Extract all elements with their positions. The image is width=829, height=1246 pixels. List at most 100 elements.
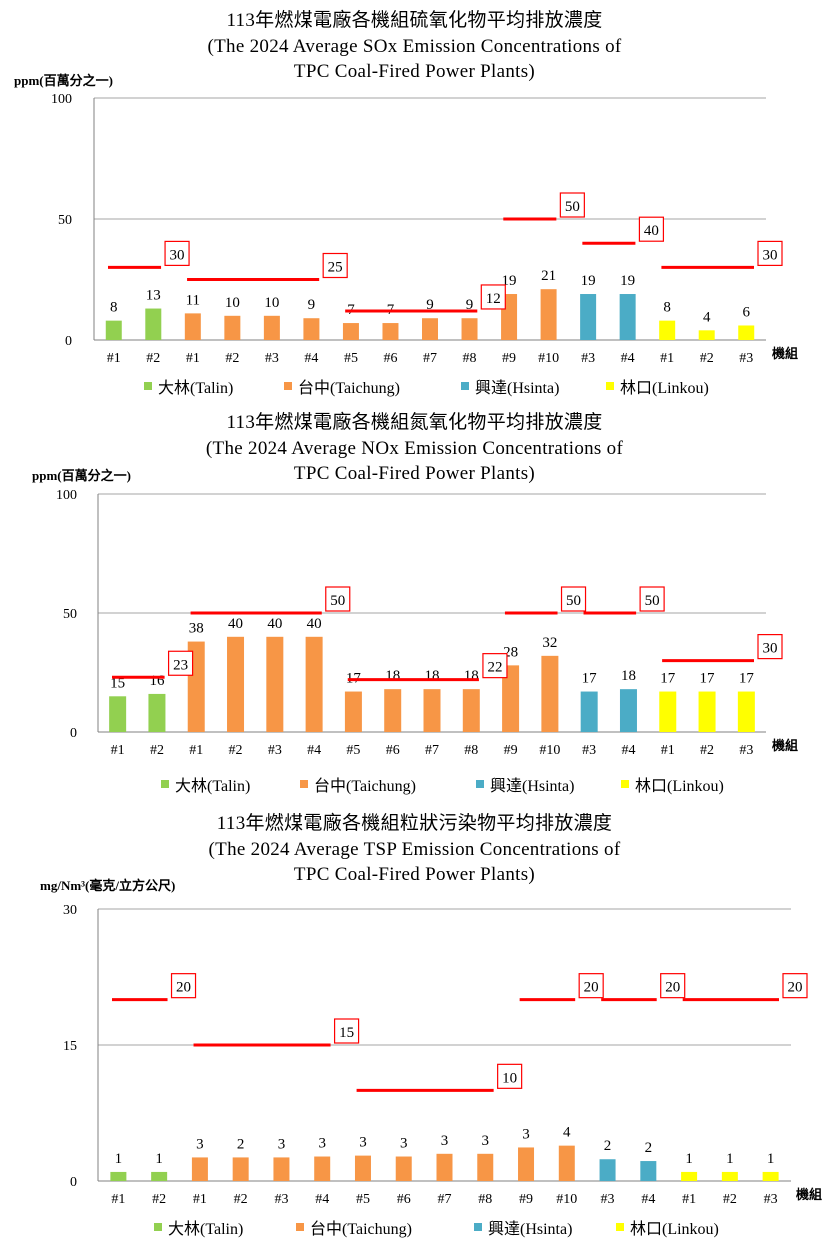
data-label: 2 (604, 1138, 612, 1154)
limit-label: 40 (644, 223, 659, 239)
legend-item-taichung: 台中(Taichung) (284, 374, 400, 398)
x-tick-label: #5 (356, 1192, 370, 1207)
bar (659, 691, 677, 732)
chart-title-line: (The 2024 Average SOx Emission Concentra… (207, 35, 622, 57)
limit-label: 50 (565, 199, 580, 215)
data-label: 9 (308, 297, 316, 313)
y-tick-label: 15 (63, 1039, 77, 1054)
data-label: 17 (739, 671, 755, 687)
y-tick-label: 100 (51, 92, 72, 107)
bar (518, 1147, 535, 1181)
bar (599, 1159, 616, 1181)
x-tick-label: #9 (502, 351, 516, 366)
bar (698, 691, 716, 732)
x-axis-title: 機組 (772, 346, 798, 361)
bar (580, 691, 598, 732)
data-label: 3 (522, 1126, 530, 1142)
y-tick-label: 0 (70, 1175, 77, 1190)
data-label: 17 (582, 671, 598, 687)
limit-label-box (497, 1063, 523, 1089)
legend-label: 林口(Linkou) (630, 1221, 719, 1238)
bar (423, 689, 441, 732)
legend-label: 興達(Hsinta) (488, 1221, 573, 1238)
x-tick-label: #3 (764, 1192, 778, 1207)
data-label: 19 (581, 273, 596, 289)
data-label: 21 (541, 268, 556, 284)
limit-label: 22 (487, 660, 502, 676)
legend-label: 台中(Taichung) (310, 1221, 412, 1238)
y-tick-label: 0 (70, 726, 77, 741)
data-label: 32 (542, 635, 557, 651)
x-tick-label: #10 (538, 351, 559, 366)
bar (477, 1153, 494, 1181)
x-tick-label: #8 (463, 351, 477, 366)
bar (659, 320, 676, 340)
x-tick-label: #4 (621, 351, 635, 366)
bar (580, 294, 597, 340)
limit-label: 30 (763, 247, 778, 263)
legend-swatch (284, 382, 292, 390)
data-label: 1 (726, 1151, 734, 1167)
data-label: 40 (228, 616, 243, 632)
bar (681, 1171, 698, 1181)
limit-label: 12 (486, 291, 501, 307)
x-tick-label: #4 (307, 743, 321, 758)
chart-title-line: 113年燃煤電廠各機組硫氧化物平均排放濃度 (226, 10, 603, 31)
x-tick-label: #4 (641, 1192, 655, 1207)
limit-label: 50 (566, 593, 581, 609)
legend-swatch (296, 1223, 304, 1231)
x-tick-label: #3 (268, 743, 282, 758)
limit-label-box (560, 586, 587, 612)
legend-swatch (621, 780, 629, 788)
data-label: 8 (110, 300, 118, 316)
x-tick-label: #2 (700, 351, 714, 366)
limit-label-box (480, 284, 506, 310)
bar (110, 1171, 127, 1181)
x-tick-label: #8 (478, 1192, 492, 1207)
legend-label: 興達(Hsinta) (490, 778, 575, 795)
bar (344, 691, 362, 732)
data-label: 40 (267, 616, 282, 632)
legend-label: 林口(Linkou) (635, 778, 724, 795)
limit-label: 20 (788, 980, 803, 996)
data-label: 6 (742, 304, 750, 320)
legend-swatch (476, 780, 484, 788)
bar (436, 1153, 453, 1181)
x-tick-label: #3 (581, 351, 595, 366)
data-label: 18 (425, 668, 440, 684)
chart-title-line: TPC Coal-Fired Power Plants) (293, 61, 536, 82)
chart-title: 113年燃煤電廠各機組硫氧化物平均排放濃度 (The 2024 Average … (0, 8, 829, 85)
x-tick-label: #10 (556, 1192, 577, 1207)
data-label: 3 (441, 1133, 449, 1149)
x-tick-label: #2 (700, 743, 714, 758)
legend-label: 大林(Talin) (175, 778, 251, 795)
limit-label-box (782, 973, 808, 999)
data-label: 18 (464, 668, 479, 684)
data-label: 4 (563, 1125, 571, 1141)
legend-swatch (144, 382, 152, 390)
bar (266, 636, 284, 732)
limit-label-box (757, 634, 783, 660)
bar (109, 696, 127, 732)
legend-swatch (154, 1223, 162, 1231)
chart-legend: 大林(Talin) 台中(Taichung) 興達(Hsinta) 林口(Lin… (0, 1215, 829, 1239)
bar (721, 1171, 738, 1181)
x-tick-label: #5 (346, 743, 360, 758)
bar (619, 689, 637, 732)
y-axis-unit: mg/Nm³(毫克/立方公尺) (40, 878, 176, 893)
limit-label: 50 (645, 593, 660, 609)
data-label: 8 (663, 300, 671, 316)
x-tick-label: #3 (582, 743, 596, 758)
x-tick-label: #1 (193, 1192, 207, 1207)
x-tick-label: #6 (386, 743, 400, 758)
data-label: 38 (189, 621, 204, 637)
limit-label-box (638, 216, 665, 242)
x-tick-label: #9 (504, 743, 518, 758)
y-tick-label: 50 (58, 213, 72, 228)
legend-item-hsinta: 興達(Hsinta) (461, 374, 559, 398)
limit-label: 30 (763, 641, 778, 657)
x-tick-label: #3 (739, 351, 753, 366)
legend-item-taichung: 台中(Taichung) (296, 1215, 412, 1239)
bar (303, 318, 320, 340)
legend-label: 台中(Taichung) (314, 778, 416, 795)
